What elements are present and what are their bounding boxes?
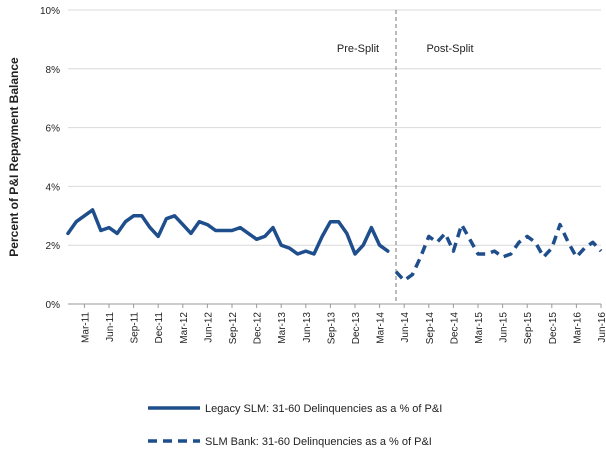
y-tick-label: 0% bbox=[46, 300, 61, 311]
x-tick-label: Sep-13 bbox=[326, 312, 337, 345]
legend-label-bank: SLM Bank: 31-60 Delinquencies as a % of … bbox=[205, 436, 432, 448]
x-tick-label: Sep-12 bbox=[228, 312, 239, 345]
x-tick-label: Mar-11 bbox=[80, 312, 91, 343]
x-tick-label: Mar-16 bbox=[572, 312, 583, 344]
x-tick-label: Dec-13 bbox=[351, 312, 362, 345]
x-tick-label: Dec-15 bbox=[548, 312, 559, 345]
y-tick-label: 4% bbox=[46, 182, 61, 193]
y-tick-label: 2% bbox=[46, 241, 61, 252]
x-tick-label: Dec-11 bbox=[154, 312, 165, 344]
y-axis-ticks: 0% 2% 4% 6% 8% 10% bbox=[40, 6, 60, 311]
legend-label-legacy: Legacy SLM: 31-60 Delinquencies as a % o… bbox=[205, 403, 442, 415]
x-tick-label: Sep-11 bbox=[130, 312, 141, 344]
x-tick-label: Sep-14 bbox=[425, 312, 436, 345]
x-tick-label: Dec-14 bbox=[449, 312, 460, 345]
x-tick-label: Mar-12 bbox=[179, 312, 190, 344]
post-split-annotation: Post-Split bbox=[426, 43, 473, 55]
x-tick-label: Jun-16 bbox=[597, 312, 606, 343]
x-tick-label: Jun-14 bbox=[400, 312, 411, 343]
legend: Legacy SLM: 31-60 Delinquencies as a % o… bbox=[148, 403, 442, 448]
x-tick-label: Jun-11 bbox=[105, 312, 116, 342]
x-tick-label: Sep-15 bbox=[523, 312, 534, 345]
x-tick-label: Jun-13 bbox=[302, 312, 313, 343]
y-axis-title: Percent of P&I Repayment Balance bbox=[7, 57, 21, 257]
x-tick-label: Mar-15 bbox=[474, 312, 485, 344]
pre-split-annotation: Pre-Split bbox=[337, 43, 379, 55]
gridlines bbox=[68, 9, 601, 246]
x-tick-label: Mar-13 bbox=[277, 312, 288, 344]
x-axis-ticks: Mar-11 Jun-11 Sep-11 Dec-11 Mar-12 Jun-12 Sep-… bbox=[80, 304, 606, 344]
series-lines bbox=[66, 208, 603, 283]
x-tick-label: Jun-12 bbox=[203, 312, 214, 343]
slm-bank-series-line bbox=[394, 222, 603, 283]
x-tick-label: Jun-15 bbox=[499, 312, 510, 343]
x-tick-label: Mar-14 bbox=[376, 312, 387, 344]
y-tick-label: 6% bbox=[46, 124, 61, 135]
y-tick-label: 8% bbox=[46, 65, 61, 76]
x-tick-label: Dec-12 bbox=[253, 312, 264, 345]
legacy-slm-series-line bbox=[66, 208, 390, 256]
y-tick-label: 10% bbox=[40, 6, 60, 17]
